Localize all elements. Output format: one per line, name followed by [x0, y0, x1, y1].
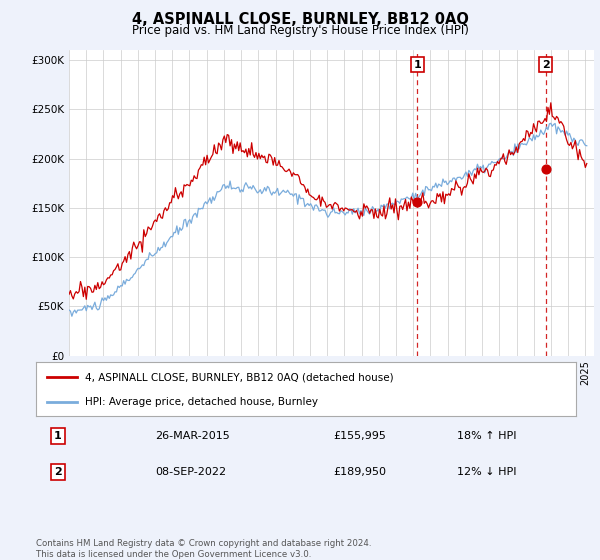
- Text: 4, ASPINALL CLOSE, BURNLEY, BB12 0AQ (detached house): 4, ASPINALL CLOSE, BURNLEY, BB12 0AQ (de…: [85, 372, 393, 382]
- Text: 2: 2: [54, 467, 61, 477]
- Text: 18% ↑ HPI: 18% ↑ HPI: [457, 431, 517, 441]
- Text: 4, ASPINALL CLOSE, BURNLEY, BB12 0AQ: 4, ASPINALL CLOSE, BURNLEY, BB12 0AQ: [131, 12, 469, 27]
- Text: 1: 1: [413, 59, 421, 69]
- Text: £189,950: £189,950: [333, 467, 386, 477]
- Point: [412, 198, 422, 207]
- Text: 08-SEP-2022: 08-SEP-2022: [155, 467, 226, 477]
- Text: £155,995: £155,995: [333, 431, 386, 441]
- Text: 12% ↓ HPI: 12% ↓ HPI: [457, 467, 517, 477]
- Point: [541, 164, 550, 173]
- Text: 1: 1: [54, 431, 61, 441]
- Text: Price paid vs. HM Land Registry's House Price Index (HPI): Price paid vs. HM Land Registry's House …: [131, 24, 469, 37]
- Text: 2: 2: [542, 59, 550, 69]
- Text: 26-MAR-2015: 26-MAR-2015: [155, 431, 230, 441]
- Text: HPI: Average price, detached house, Burnley: HPI: Average price, detached house, Burn…: [85, 397, 317, 407]
- Text: Contains HM Land Registry data © Crown copyright and database right 2024.
This d: Contains HM Land Registry data © Crown c…: [36, 539, 371, 559]
